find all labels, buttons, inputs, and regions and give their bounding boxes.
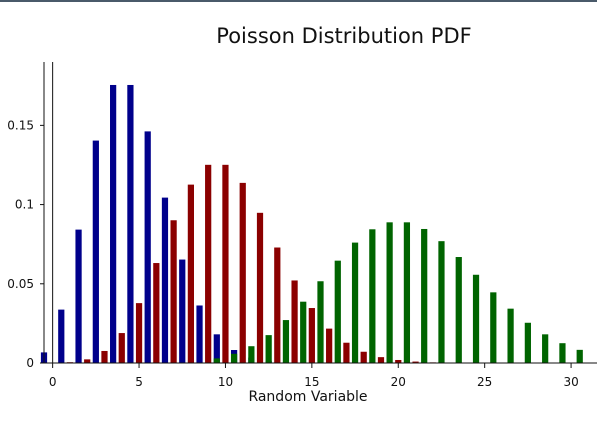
bars-group xyxy=(40,84,583,363)
bar-s1-x11 xyxy=(239,182,246,363)
bar-s2-x14 xyxy=(300,301,307,363)
bar-s0-x9 xyxy=(196,305,203,363)
bar-s2-x25 xyxy=(490,292,497,363)
x-tick-label-10: 10 xyxy=(218,375,233,389)
bar-s1-x12 xyxy=(256,212,264,363)
bar-s1-x3 xyxy=(101,350,108,363)
bar-s2-x12 xyxy=(265,335,272,363)
ticks-group: 0 5 10 15 20 25 30 0 0.05 0.1 0.15 xyxy=(7,118,578,389)
bar-s2-x18 xyxy=(369,229,376,363)
bar-s1-x4 xyxy=(118,333,125,363)
bar-s1-x13 xyxy=(274,247,281,363)
bar-s2-x21 xyxy=(421,228,428,363)
x-tick-label-0: 0 xyxy=(49,375,57,389)
plot-area: 0 5 10 15 20 25 30 0 0.05 0.1 0.15 xyxy=(7,62,597,389)
bar-s1-x19 xyxy=(377,357,385,363)
bar-s0-x7 xyxy=(161,197,169,363)
bar-s0-x5 xyxy=(127,84,134,363)
x-tick-label-5: 5 xyxy=(135,375,143,389)
bar-s2-x23 xyxy=(455,257,462,363)
bar-s0-x6 xyxy=(144,131,151,363)
y-tick-label-3: 0.15 xyxy=(7,118,34,132)
bar-s1-x21 xyxy=(412,361,419,363)
bar-s1-x10 xyxy=(222,164,229,363)
bar-s2-x24 xyxy=(472,274,480,363)
bar-s1-x7 xyxy=(170,220,177,363)
bar-s0-x3 xyxy=(92,140,99,363)
y-tick-label-1: 0.05 xyxy=(7,277,34,291)
y-tick-label-0: 0 xyxy=(26,356,34,370)
axes-group xyxy=(40,62,597,364)
bar-s2-x17 xyxy=(351,242,359,363)
bar-s2-x13 xyxy=(282,320,290,363)
bar-s0-x8 xyxy=(179,259,186,363)
bar-s2-x16 xyxy=(334,260,341,363)
chart-title: Poisson Distribution PDF xyxy=(216,24,471,48)
bar-s1-x5 xyxy=(135,303,143,363)
bar-s2-x19 xyxy=(386,222,393,363)
bar-s1-x20 xyxy=(395,359,402,363)
bar-s1-x6 xyxy=(153,263,160,363)
bar-s2-x26 xyxy=(507,308,514,363)
x-tick-label-15: 15 xyxy=(304,375,319,389)
bar-s1-x9 xyxy=(205,164,212,363)
x-tick-label-20: 20 xyxy=(391,375,406,389)
bar-s2-x15 xyxy=(317,281,324,363)
bar-s2-x10 xyxy=(230,353,238,363)
bar-s2-x11 xyxy=(248,346,255,363)
bar-s2-x9 xyxy=(213,358,220,363)
bar-s1-x18 xyxy=(360,351,367,363)
bar-s1-x16 xyxy=(326,328,333,363)
bar-s2-x29 xyxy=(559,343,566,363)
bar-s0-x2 xyxy=(75,229,82,363)
x-tick-label-30: 30 xyxy=(563,375,578,389)
x-tick-label-25: 25 xyxy=(477,375,492,389)
bar-s2-x30 xyxy=(576,349,583,363)
bar-s1-x15 xyxy=(308,308,315,363)
bar-s1-x17 xyxy=(343,342,350,363)
top-border xyxy=(0,0,597,2)
bar-s0-x4 xyxy=(110,84,117,363)
y-tick-label-2: 0.1 xyxy=(15,198,34,212)
bar-s2-x27 xyxy=(524,322,531,363)
bar-s1-x8 xyxy=(187,184,194,363)
bar-s0-x10 xyxy=(213,334,220,363)
bar-s2-x20 xyxy=(403,222,411,363)
bar-s2-x22 xyxy=(438,241,445,363)
bar-s2-x28 xyxy=(542,334,549,363)
bar-s1-x2 xyxy=(84,359,91,363)
bar-s0-x1 xyxy=(58,309,65,363)
x-axis-label: Random Variable xyxy=(248,389,367,405)
bar-s1-x14 xyxy=(291,280,298,363)
